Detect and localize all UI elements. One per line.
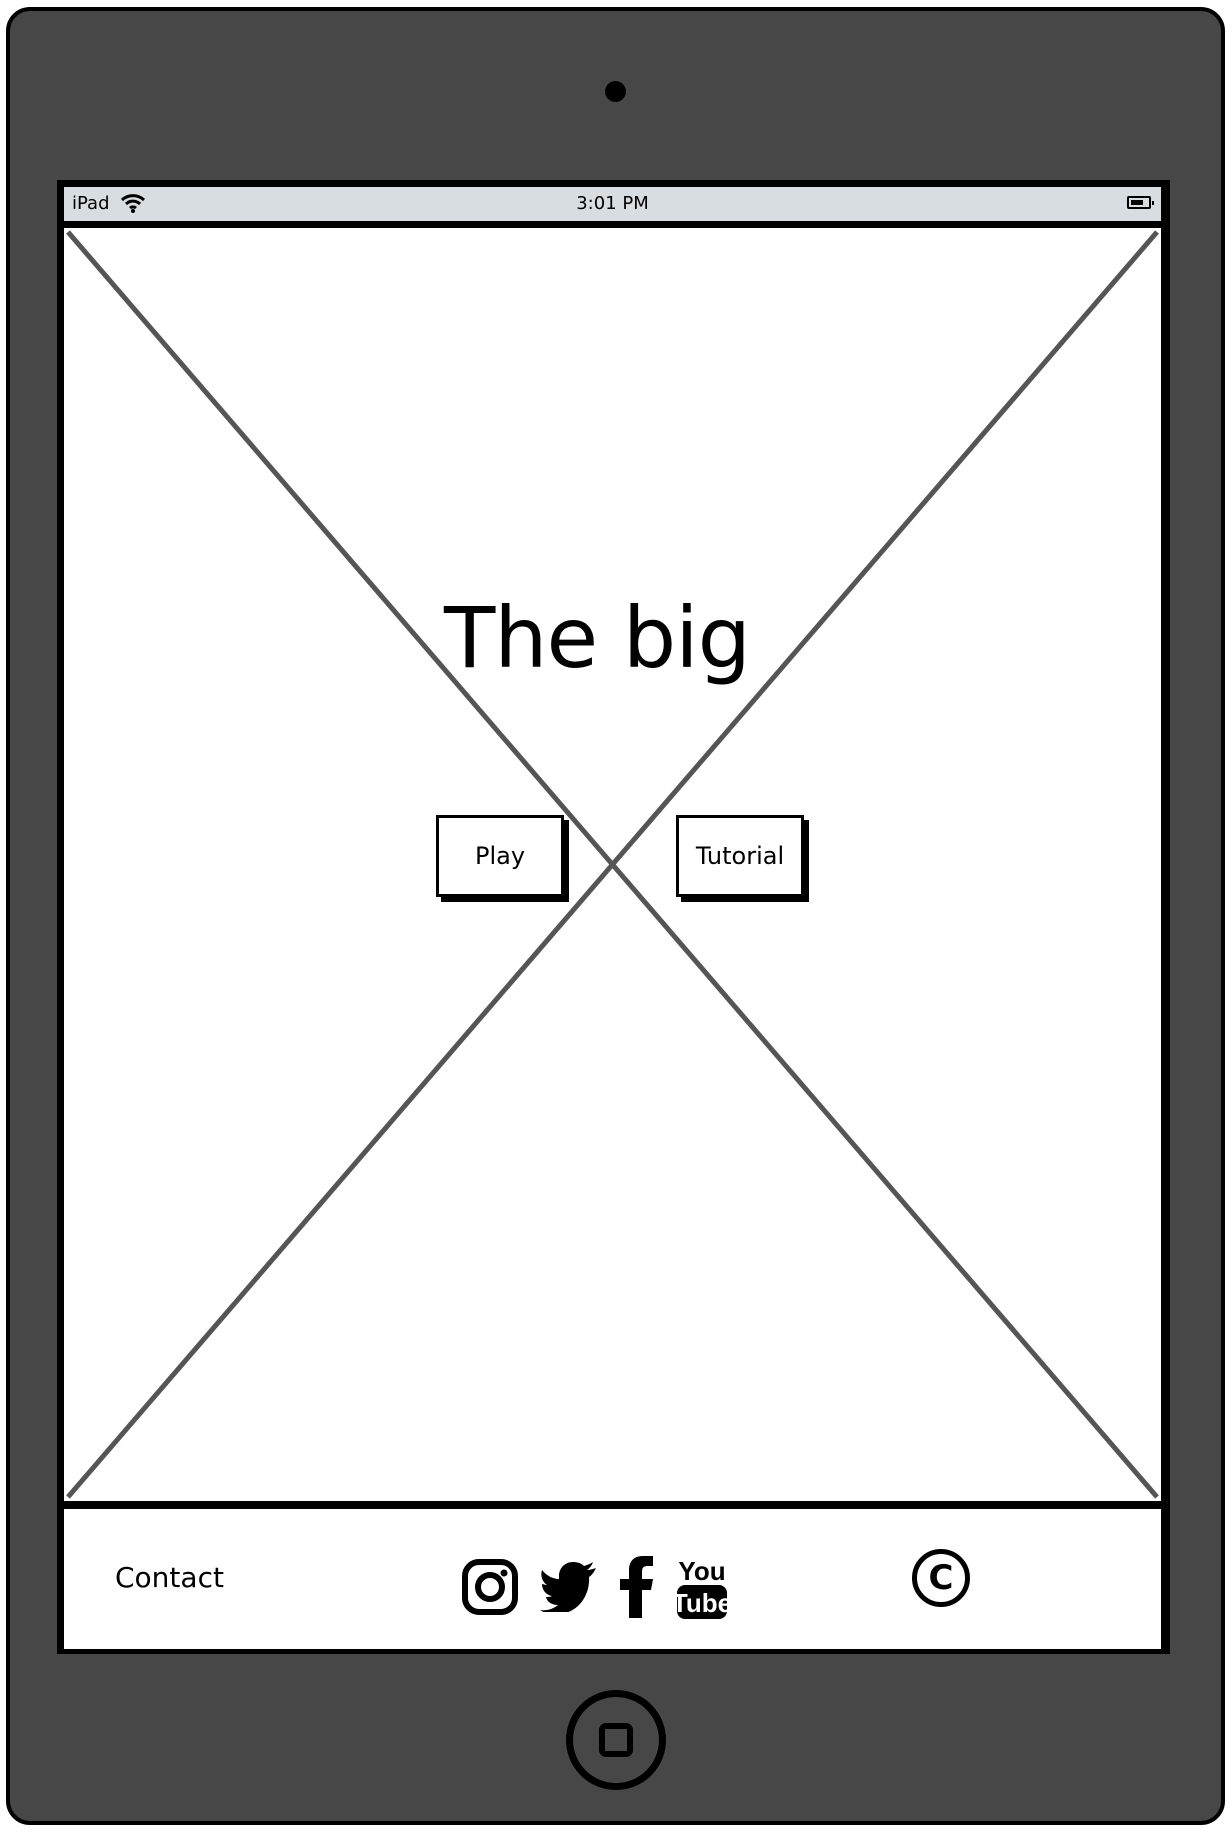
play-button[interactable]: Play (436, 815, 564, 897)
contact-link[interactable]: Contact (115, 1561, 224, 1594)
social-links: You Tube (462, 1554, 750, 1624)
status-time: 3:01 PM (576, 193, 649, 214)
instagram-icon[interactable] (462, 1559, 518, 1619)
twitter-icon[interactable] (540, 1562, 598, 1616)
youtube-text-bottom: Tube (676, 1588, 728, 1618)
copyright-icon: C (912, 1549, 970, 1607)
home-button[interactable] (566, 1690, 666, 1790)
copyright-symbol: C (928, 1558, 954, 1598)
tutorial-button[interactable]: Tutorial (676, 815, 804, 897)
youtube-icon[interactable]: You Tube (672, 1554, 732, 1624)
youtube-text-top: You (678, 1556, 725, 1586)
facebook-icon[interactable] (620, 1556, 654, 1622)
status-bar: iPad 3:01 PM (64, 187, 1161, 221)
image-placeholder-icon (66, 230, 1159, 1499)
battery-icon (1127, 196, 1154, 209)
status-carrier: iPad (72, 193, 110, 214)
camera-dot (605, 81, 626, 102)
page-title: The big (444, 589, 751, 687)
wifi-icon (120, 192, 146, 218)
footer: Contact You Tube C (64, 1509, 1161, 1649)
home-button-square-icon (599, 1723, 633, 1757)
hero-image-placeholder: The big Play Tutorial (64, 228, 1161, 1501)
